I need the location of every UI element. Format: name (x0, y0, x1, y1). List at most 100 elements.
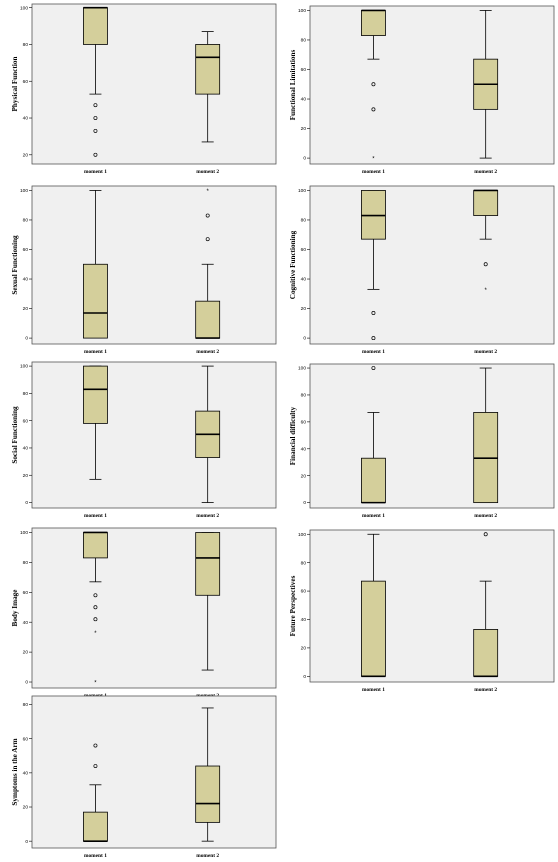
box-iqr (83, 7, 108, 45)
y-tick-label: 60 (23, 590, 29, 596)
y-tick-label: 100 (298, 188, 306, 194)
outlier-point (93, 605, 98, 610)
y-tick-label: 40 (23, 620, 29, 626)
x-category-label: moment 2 (474, 687, 497, 693)
boxplot-svg: 20 40 60 80 100 Physical Function moment 1 mome… (11, 3, 277, 175)
y-tick-label: 100 (20, 188, 28, 194)
y-axis-label: Symptoms in the Arm (11, 738, 19, 805)
y-tick-label: 20 (23, 152, 29, 158)
outlier-point (93, 593, 98, 598)
outlier-point (205, 237, 210, 242)
x-category-label: moment 1 (84, 513, 107, 519)
plot-area (31, 3, 277, 165)
outlier-point (371, 366, 376, 370)
outlier-point (93, 617, 98, 622)
y-tick-label: 0 (25, 680, 28, 686)
y-axis-label: Functional Limitations (289, 50, 297, 121)
y-tick-label: 0 (303, 336, 306, 342)
y-axis-label: Social Functioning (11, 406, 19, 464)
box-iqr (473, 190, 499, 216)
boxplot-panel: 20 40 60 80 100 Physical Function moment 1 mome… (0, 0, 278, 175)
x-category-label: moment 1 (362, 349, 385, 355)
extreme-point: * (485, 288, 488, 294)
extreme-point: * (94, 680, 97, 686)
y-tick-label: 0 (303, 156, 306, 162)
y-tick-label: 20 (23, 473, 29, 479)
y-axis-label: Future Perspectives (289, 575, 297, 636)
box-iqr (83, 365, 108, 424)
plot-area (309, 185, 555, 345)
outlier-point (93, 743, 98, 748)
box-iqr (361, 10, 386, 36)
y-tick-label: 0 (25, 336, 28, 342)
box-iqr (195, 532, 221, 596)
y-tick-label: 60 (301, 419, 307, 425)
y-tick-label: 80 (23, 702, 29, 708)
x-category-label: moment 2 (196, 349, 219, 355)
y-axis-label: Body Image (11, 590, 19, 627)
boxplot-panel: 0 20 40 60 80 100 Sexual Functioning moment 1 * m… (0, 180, 278, 355)
plot-area (309, 5, 555, 165)
x-category-label: moment 2 (196, 513, 219, 519)
y-tick-label: 20 (23, 805, 29, 811)
y-tick-label: 60 (301, 589, 307, 595)
y-tick-label: 60 (23, 418, 29, 424)
y-tick-label: 80 (301, 393, 307, 399)
y-tick-label: 20 (301, 473, 307, 479)
y-tick-label: 100 (298, 366, 306, 372)
y-tick-label: 80 (23, 218, 29, 224)
boxplot-panel: 0 20 40 60 80 Symptoms in the Arm moment 1 mome… (0, 692, 278, 860)
plot-area (31, 361, 277, 509)
x-category-label: moment 1 (84, 853, 107, 859)
x-category-label: moment 1 (84, 169, 107, 175)
x-category-label: moment 2 (196, 169, 219, 175)
outlier-point (93, 116, 98, 120)
y-tick-label: 60 (23, 79, 29, 85)
y-axis-label: Financial difficulty (289, 406, 297, 465)
outlier-point (483, 532, 488, 537)
boxplot-svg: 0 20 40 60 80 100 Functional Limitations * momen… (289, 5, 555, 175)
boxplot-panel: 0 20 40 60 80 100 Future Perspectives moment 1 m… (282, 524, 558, 693)
y-tick-label: 60 (23, 247, 29, 253)
boxplot-svg: 0 20 40 60 80 100 Cognitive Functioning moment … (289, 185, 555, 355)
y-axis-label: Sexual Functioning (11, 235, 19, 295)
boxplot-svg: 0 20 40 60 80 Symptoms in the Arm moment 1 mome… (11, 695, 277, 859)
x-category-label: moment 2 (474, 513, 497, 519)
y-tick-label: 100 (20, 5, 28, 11)
plot-area (309, 529, 555, 683)
box-iqr (83, 532, 108, 559)
y-tick-label: 100 (298, 8, 306, 14)
x-category-label: moment 1 (362, 687, 385, 693)
y-tick-label: 80 (23, 560, 29, 566)
boxplot-panel: 0 20 40 60 80 100 Functional Limitations * momen… (282, 0, 558, 175)
y-tick-label: 80 (23, 42, 29, 48)
y-tick-label: 60 (23, 736, 29, 742)
y-tick-label: 0 (303, 674, 306, 680)
y-tick-label: 100 (20, 530, 28, 536)
outlier-point (371, 107, 376, 112)
outlier-point (371, 336, 376, 341)
x-category-label: moment 1 (84, 349, 107, 355)
plot-area (31, 695, 277, 849)
box-iqr (361, 457, 386, 504)
box-iqr (195, 765, 221, 823)
x-category-label: moment 2 (196, 853, 219, 859)
outlier-point (483, 262, 488, 267)
box-iqr (83, 811, 108, 842)
x-category-label: moment 2 (474, 349, 497, 355)
y-tick-label: 40 (301, 617, 307, 623)
outlier-point (93, 152, 98, 157)
boxplot-svg: 0 20 40 60 80 100 Financial difficulty moment 1… (289, 363, 555, 519)
boxplot-svg: 0 20 40 60 80 100 Social Functioning moment 1 mo… (11, 361, 277, 519)
boxplot-panel: 0 20 40 60 80 100 Financial difficulty moment 1… (282, 358, 558, 519)
plot-area (309, 363, 555, 509)
y-axis-label: Cognitive Functioning (289, 230, 297, 299)
box-iqr (195, 300, 221, 339)
outlier-point (371, 82, 376, 87)
y-tick-label: 40 (301, 97, 307, 103)
y-tick-label: 80 (301, 560, 307, 566)
boxplot-panel: 0 20 40 60 80 100 Cognitive Functioning moment … (282, 180, 558, 355)
